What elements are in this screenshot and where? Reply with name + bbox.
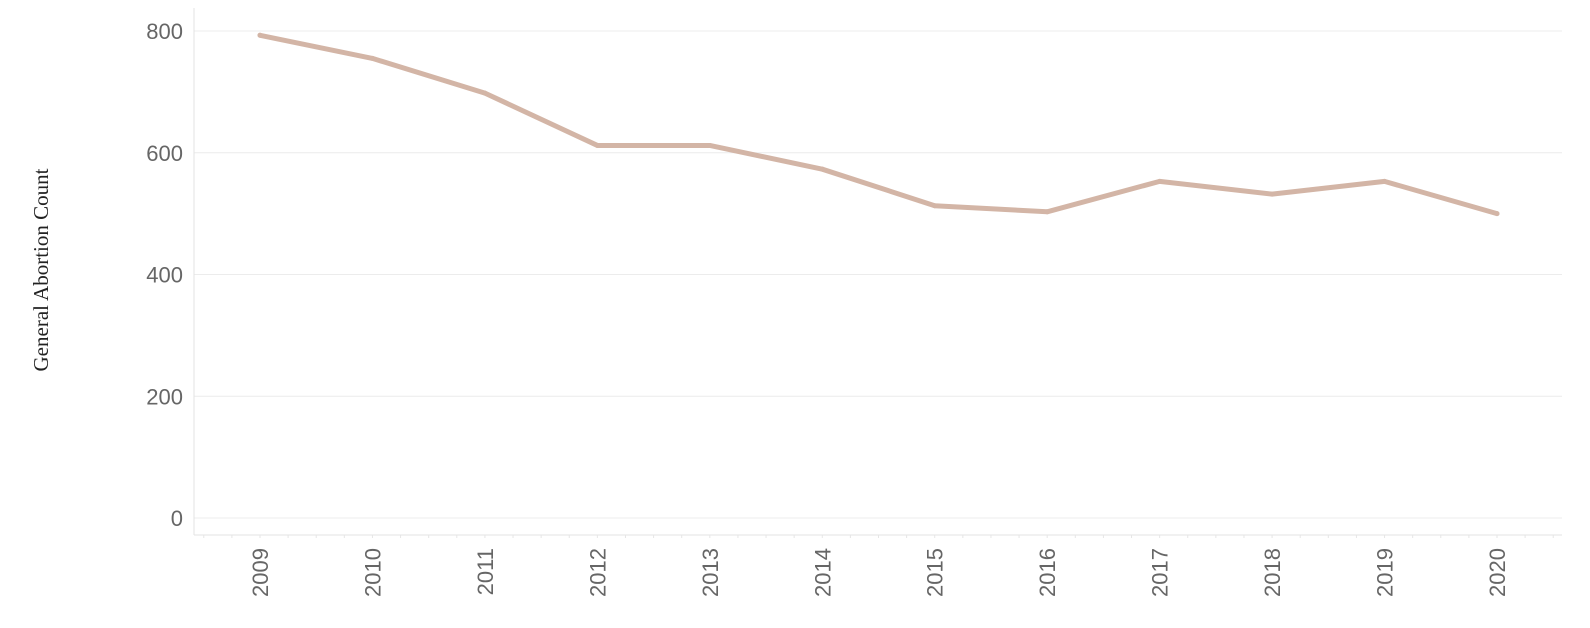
y-tick-label-400: 400 — [146, 263, 183, 288]
data-point-2010 — [369, 55, 375, 61]
data-point-2012 — [594, 142, 600, 148]
y-tick-label-600: 600 — [146, 141, 183, 166]
data-point-2019 — [1382, 178, 1388, 184]
x-tick-label-2012: 2012 — [585, 548, 610, 597]
data-point-2009 — [257, 32, 263, 38]
data-point-2018 — [1269, 191, 1275, 197]
series-layer — [257, 32, 1500, 217]
y-axis-title: General Abortion Count — [29, 168, 53, 371]
x-tick-label-2015: 2015 — [923, 548, 948, 597]
y-tick-label-200: 200 — [146, 384, 183, 409]
x-tick-label-2013: 2013 — [698, 548, 723, 597]
y-tick-label-800: 800 — [146, 19, 183, 44]
label-layer: 0 200 400 600 800 2009 2010 2011 2012 2013 2014 201… — [146, 19, 1510, 597]
data-point-2014 — [819, 166, 825, 172]
data-point-2015 — [932, 203, 938, 209]
series-line-0 — [257, 32, 1500, 217]
x-tick-label-2010: 2010 — [360, 548, 385, 597]
data-point-2011 — [482, 90, 488, 96]
data-point-2013 — [707, 142, 713, 148]
y-tick-label-0: 0 — [171, 506, 183, 531]
data-point-2020 — [1494, 211, 1500, 217]
x-tick-label-2011: 2011 — [473, 548, 498, 595]
axis-layer — [193, 8, 1562, 538]
x-tick-label-2020: 2020 — [1485, 548, 1510, 597]
data-point-2017 — [1157, 178, 1163, 184]
x-tick-label-2019: 2019 — [1373, 548, 1398, 597]
x-tick-label-2014: 2014 — [810, 548, 835, 597]
x-tick-label-2017: 2017 — [1148, 548, 1173, 597]
x-tick-label-2009: 2009 — [248, 548, 273, 597]
x-tick-label-2018: 2018 — [1260, 548, 1285, 597]
x-tick-label-2016: 2016 — [1035, 548, 1060, 597]
data-point-2016 — [1044, 209, 1050, 215]
grid-layer — [194, 30, 1562, 519]
